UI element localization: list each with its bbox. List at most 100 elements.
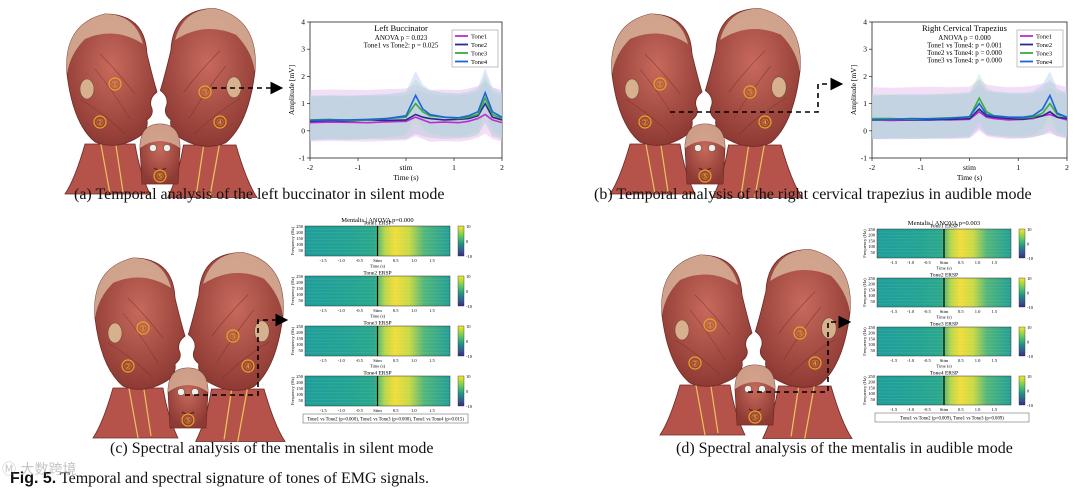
y-tick-label: 3 xyxy=(301,45,305,54)
time-tick-label: 0.5 xyxy=(958,260,964,265)
marker-2-ring xyxy=(688,356,702,370)
time-tick-label: 1.0 xyxy=(411,358,417,363)
y-tick-label: 2 xyxy=(863,72,867,81)
freq-tick-label: 200 xyxy=(868,233,876,238)
colorbar-tick-label: 10 xyxy=(466,224,471,229)
freq-tick-label: 200 xyxy=(868,380,876,385)
x-tick-label: -2 xyxy=(869,163,875,172)
marker-1-ring xyxy=(108,77,122,91)
colorbar-tick-label: 0 xyxy=(466,339,469,344)
y-tick-label: 1 xyxy=(863,99,867,108)
time-axis-label: Time (s) xyxy=(936,315,952,320)
stats-line: ANOVA p = 0.000 xyxy=(938,34,991,42)
colorbar-tick-label: 10 xyxy=(466,374,471,379)
subplot-title: Tone2 ERSP xyxy=(363,271,391,277)
colorbar-tick-label: 10 xyxy=(1027,227,1032,232)
marker-5: ⑤ xyxy=(701,172,709,182)
scalp xyxy=(66,14,143,74)
freq-tick-label: 250 xyxy=(296,374,304,379)
time-tick-label: -1.5 xyxy=(890,407,898,412)
x-tick-label: -1 xyxy=(918,163,924,172)
subplot-title: Tone3 ERSP xyxy=(930,322,958,328)
x-axis-label: Time (s) xyxy=(957,173,983,182)
y-axis-label: Amplitude [mV] xyxy=(849,65,858,115)
head-right xyxy=(754,249,853,439)
time-tick-label: -0.5 xyxy=(356,308,364,313)
marker-4: ④ xyxy=(216,118,224,128)
marker-4-ring xyxy=(808,356,822,370)
ear xyxy=(674,319,690,341)
head-right xyxy=(159,8,258,198)
y-tick-label: -1 xyxy=(299,154,305,163)
marker-1: ① xyxy=(139,324,147,334)
y-tick-label: 4 xyxy=(863,18,867,27)
colorbar-tick-label: 10 xyxy=(1027,276,1032,281)
legend-label-tone3: Tone3 xyxy=(1036,51,1052,58)
muscle-fibers xyxy=(211,294,270,379)
time-tick-label: 1.5 xyxy=(429,358,435,363)
muscle-fibers xyxy=(107,297,164,379)
time-tick-label: Stim xyxy=(940,260,949,265)
time-tick-label: 0.5 xyxy=(393,308,399,313)
heatmap-title: Mentalis | ANOVA p=0.000 xyxy=(341,217,413,224)
time-tick-label: 1.0 xyxy=(975,309,981,314)
ear xyxy=(771,76,787,99)
eye-left xyxy=(149,144,157,152)
colorbar-tick-label: 0 xyxy=(1027,290,1030,295)
stats-line: ANOVA p = 0.023 xyxy=(375,34,428,42)
watermark: Ⓜ 大数跨境 xyxy=(2,462,77,478)
time-tick-label: 1.0 xyxy=(411,258,417,263)
head-front xyxy=(684,123,726,185)
legend-label-tone1: Tone1 xyxy=(471,34,487,41)
colorbar xyxy=(1018,228,1026,259)
time-tick-label: 0.5 xyxy=(393,408,399,413)
y-tick-label: 1 xyxy=(301,99,305,108)
freq-tick-label: 100 xyxy=(296,292,304,297)
muscle-fibers xyxy=(79,53,136,135)
figure-caption: Fig. 5. Temporal and spectral signature … xyxy=(10,470,429,488)
colorbar-tick-label: 0 xyxy=(466,289,469,294)
neck-muscle xyxy=(195,388,286,442)
scalp xyxy=(770,249,851,313)
caption-c: (c) Spectral analysis of the mentalis in… xyxy=(110,440,434,457)
colorbar-tick-label: -10 xyxy=(1027,354,1034,359)
legend-label-tone2: Tone2 xyxy=(1036,42,1052,49)
time-tick-label: -0.5 xyxy=(356,408,364,413)
colorbar xyxy=(1018,277,1026,308)
colorbar-tick-label: -10 xyxy=(1027,403,1034,408)
colorbar xyxy=(1018,326,1026,357)
series-line-tone4 xyxy=(871,93,1068,121)
marker-2: ② xyxy=(641,118,649,128)
marker-5: ⑤ xyxy=(156,172,164,182)
freq-tick-label: 150 xyxy=(868,385,876,390)
marker-2: ② xyxy=(691,359,699,369)
time-tick-label: -1.5 xyxy=(320,308,328,313)
nerve-line xyxy=(195,139,221,198)
time-tick-label: -1.0 xyxy=(907,358,915,363)
nerve-line xyxy=(790,380,816,439)
x-tick-label: stim xyxy=(963,163,976,172)
marker-3-ring xyxy=(793,326,807,340)
series-line-tone4 xyxy=(309,90,503,122)
time-tick-label: 1.5 xyxy=(991,407,997,412)
freq-tick-label: 250 xyxy=(868,276,876,281)
time-axis-label: Time (s) xyxy=(936,364,952,369)
freq-axis-label: Frequency (Hz) xyxy=(862,278,867,307)
time-tick-label: -0.5 xyxy=(356,258,364,263)
head-muscle xyxy=(94,257,186,390)
muscle-fibers xyxy=(674,294,731,376)
stats-line: Tone1 vs Tone2: p = 0.025 xyxy=(364,42,439,50)
freq-axis-label: Frequency (Hz) xyxy=(862,376,867,405)
muscle-fibers xyxy=(728,50,787,135)
marker-3-ring xyxy=(226,329,240,343)
neck-muscle xyxy=(659,384,746,436)
freq-tick-label: 200 xyxy=(868,331,876,336)
eye-left xyxy=(177,388,185,396)
time-tick-label: -1.5 xyxy=(320,258,328,263)
freq-axis-label: Frequency (Hz) xyxy=(290,326,295,355)
marker-2: ② xyxy=(96,118,104,128)
